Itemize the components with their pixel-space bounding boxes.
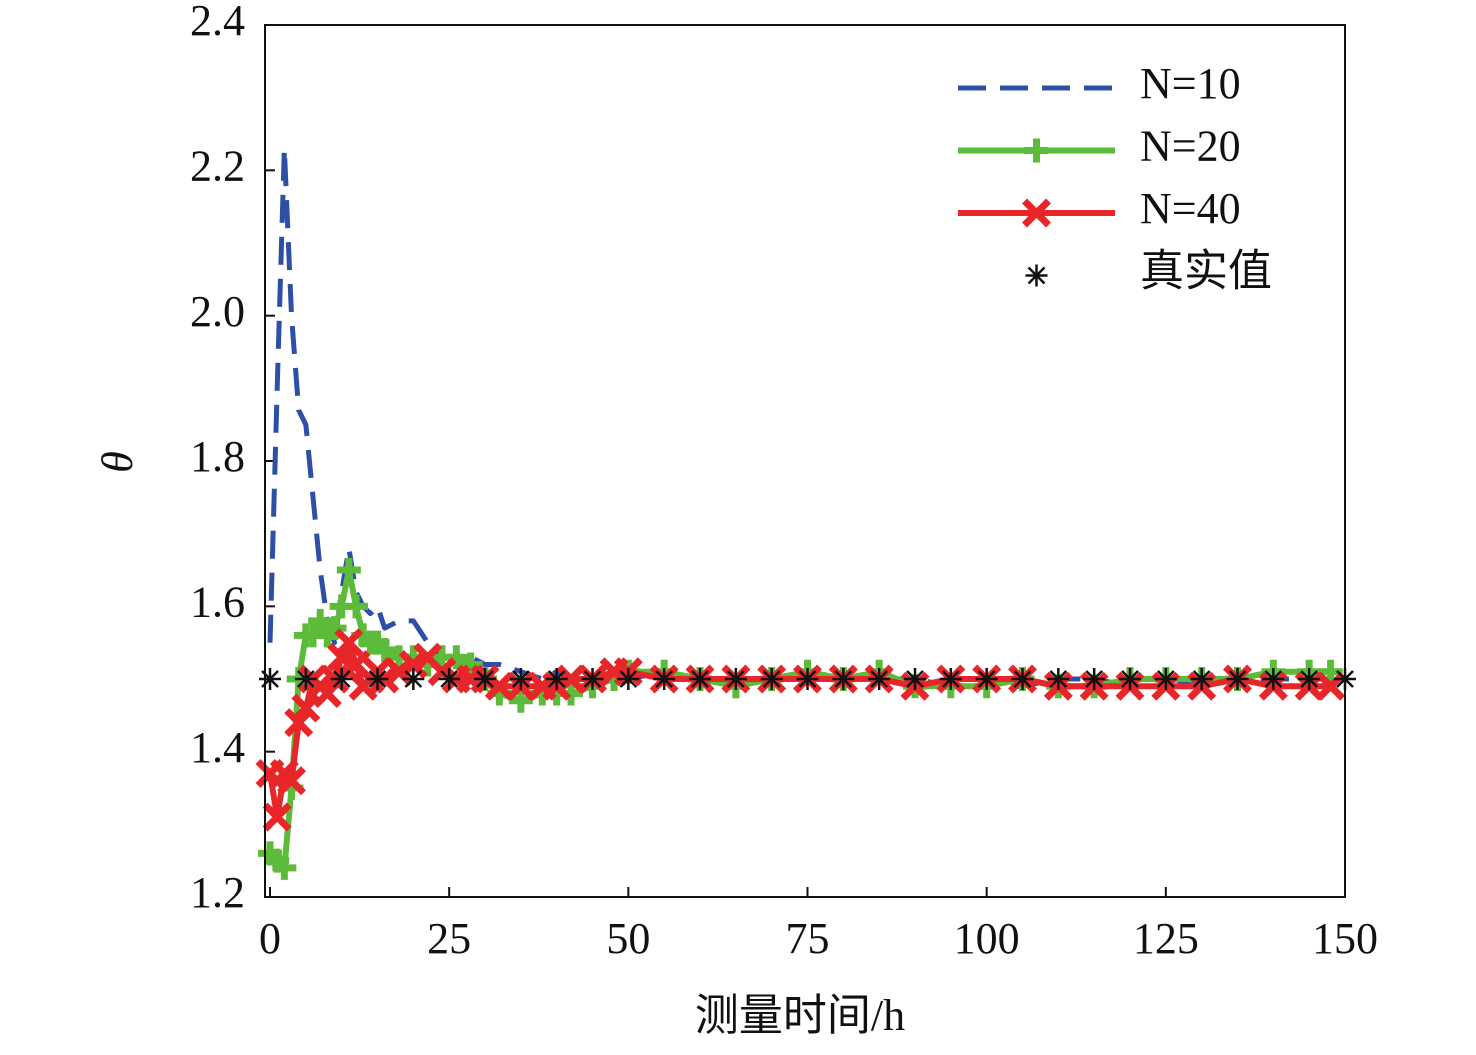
marker bbox=[308, 608, 333, 633]
marker bbox=[545, 668, 568, 690]
marker bbox=[653, 668, 676, 690]
marker bbox=[344, 594, 369, 619]
y-tick-label: 1.4 bbox=[190, 723, 245, 772]
marker bbox=[291, 693, 321, 723]
marker bbox=[939, 668, 962, 690]
marker bbox=[904, 668, 927, 690]
marker bbox=[272, 855, 297, 880]
x-tick-label: 125 bbox=[1133, 914, 1199, 963]
marker bbox=[832, 668, 855, 690]
marker bbox=[1119, 668, 1141, 690]
marker bbox=[262, 802, 292, 832]
marker bbox=[868, 668, 891, 690]
legend-label: N=20 bbox=[1140, 122, 1241, 171]
marker bbox=[330, 668, 353, 690]
marker bbox=[724, 668, 747, 690]
marker bbox=[277, 766, 306, 796]
legend: N=10 N=20 N=40 真实值 bbox=[958, 59, 1272, 296]
marker bbox=[458, 652, 483, 677]
marker bbox=[1226, 668, 1249, 690]
x-tick-label: 100 bbox=[954, 914, 1020, 963]
marker bbox=[334, 628, 364, 658]
y-tick-label: 2.0 bbox=[190, 287, 245, 336]
marker bbox=[1011, 668, 1034, 690]
marker bbox=[284, 708, 314, 738]
marker bbox=[617, 668, 640, 690]
y-axis-label: θ bbox=[93, 451, 142, 473]
marker bbox=[1083, 668, 1106, 690]
marker bbox=[259, 668, 282, 690]
marker bbox=[975, 668, 998, 690]
y-tick-label: 1.8 bbox=[190, 432, 245, 481]
y-tick-label: 1.2 bbox=[190, 868, 245, 917]
marker bbox=[444, 645, 469, 670]
marker bbox=[1154, 668, 1177, 690]
x-tick-label: 25 bbox=[427, 914, 471, 963]
marker bbox=[438, 668, 461, 690]
series-line bbox=[267, 567, 1331, 871]
marker bbox=[509, 668, 532, 690]
marker bbox=[796, 668, 819, 690]
marker bbox=[1047, 668, 1070, 690]
marker bbox=[508, 688, 533, 713]
marker bbox=[689, 668, 712, 690]
marker bbox=[760, 668, 783, 690]
marker bbox=[1190, 668, 1213, 690]
x-tick-label: 50 bbox=[606, 914, 650, 963]
legend-label: N=40 bbox=[1140, 184, 1241, 233]
marker bbox=[322, 616, 347, 641]
marker bbox=[1298, 668, 1321, 690]
legend-marker bbox=[1024, 138, 1049, 163]
legend-label: N=10 bbox=[1140, 59, 1241, 108]
marker bbox=[327, 642, 357, 672]
y-tick-label: 1.6 bbox=[190, 577, 245, 626]
marker bbox=[474, 668, 497, 690]
legend-marker bbox=[1025, 264, 1048, 287]
marker bbox=[294, 668, 317, 690]
marker bbox=[366, 668, 389, 690]
legend-label: 真实值 bbox=[1140, 247, 1272, 296]
x-tick-label: 75 bbox=[786, 914, 830, 963]
x-tick-label: 150 bbox=[1312, 914, 1378, 963]
marker bbox=[336, 558, 361, 582]
marker bbox=[1262, 668, 1285, 690]
plot-frame bbox=[264, 24, 1346, 898]
marker bbox=[372, 637, 397, 662]
y-tick-label: 2.4 bbox=[190, 0, 245, 45]
x-tick-label: 0 bbox=[259, 914, 281, 963]
marker bbox=[402, 668, 425, 690]
legend-marker bbox=[1022, 198, 1051, 228]
x-axis-label: 测量时间/h bbox=[695, 991, 905, 1040]
marker bbox=[581, 668, 604, 690]
y-tick-label: 2.2 bbox=[190, 141, 245, 190]
